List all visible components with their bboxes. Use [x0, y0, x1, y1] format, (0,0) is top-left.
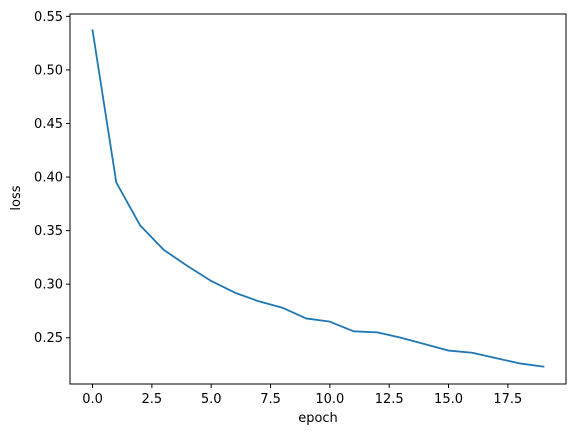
- x-tick-label: 2.5: [142, 392, 163, 407]
- y-tick-label: 0.50: [34, 63, 63, 78]
- data-line: [91, 29, 545, 368]
- x-tick-label: 5.0: [201, 392, 222, 407]
- x-tick-label: 17.5: [493, 392, 522, 407]
- plot-frame: [69, 13, 567, 385]
- x-tick-label: 0.0: [82, 392, 103, 407]
- y-tick-label: 0.40: [34, 171, 63, 186]
- x-tick-label: 12.5: [375, 392, 404, 407]
- y-tick-label: 0.30: [34, 278, 63, 293]
- x-tick-label: 10.0: [315, 392, 344, 407]
- y-axis-label: loss: [9, 185, 24, 210]
- y-tick-label: 0.45: [34, 117, 63, 132]
- x-tick-label: 7.5: [260, 392, 281, 407]
- x-tick-label: 15.0: [434, 392, 463, 407]
- y-tick-label: 0.55: [34, 10, 63, 25]
- y-tick-label: 0.25: [34, 331, 63, 346]
- y-tick-label: 0.35: [34, 224, 63, 239]
- x-axis-label: epoch: [298, 411, 338, 426]
